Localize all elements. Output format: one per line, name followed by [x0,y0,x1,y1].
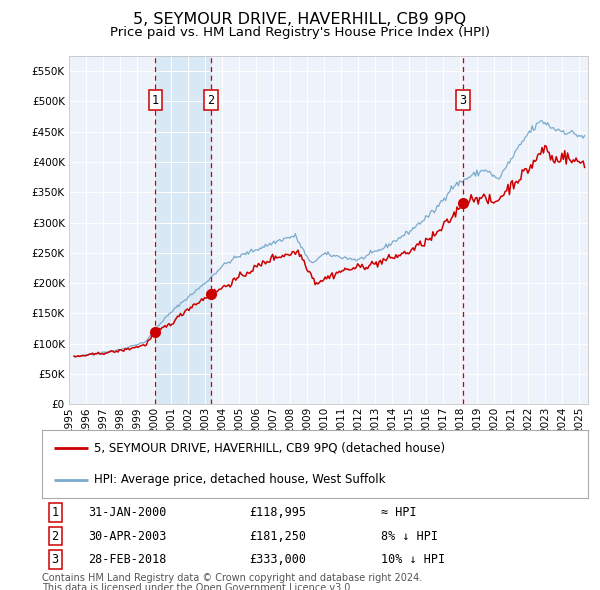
Text: 3: 3 [52,553,59,566]
Text: 31-JAN-2000: 31-JAN-2000 [88,506,167,519]
Text: 2: 2 [207,94,214,107]
Text: HPI: Average price, detached house, West Suffolk: HPI: Average price, detached house, West… [94,473,385,486]
Text: 8% ↓ HPI: 8% ↓ HPI [380,529,437,542]
Text: £181,250: £181,250 [250,529,307,542]
Text: £118,995: £118,995 [250,506,307,519]
Bar [155,56,211,404]
Text: 5, SEYMOUR DRIVE, HAVERHILL, CB9 9PQ (detached house): 5, SEYMOUR DRIVE, HAVERHILL, CB9 9PQ (de… [94,442,445,455]
Text: Price paid vs. HM Land Registry's House Price Index (HPI): Price paid vs. HM Land Registry's House … [110,26,490,39]
Text: 10% ↓ HPI: 10% ↓ HPI [380,553,445,566]
Text: 1: 1 [52,506,59,519]
Text: 28-FEB-2018: 28-FEB-2018 [88,553,167,566]
Text: 3: 3 [460,94,467,107]
Text: 2: 2 [52,529,59,542]
Text: 5, SEYMOUR DRIVE, HAVERHILL, CB9 9PQ: 5, SEYMOUR DRIVE, HAVERHILL, CB9 9PQ [133,12,467,27]
Text: This data is licensed under the Open Government Licence v3.0.: This data is licensed under the Open Gov… [42,583,353,590]
Text: 1: 1 [152,94,159,107]
Text: Contains HM Land Registry data © Crown copyright and database right 2024.: Contains HM Land Registry data © Crown c… [42,573,422,584]
Text: 30-APR-2003: 30-APR-2003 [88,529,167,542]
Text: £333,000: £333,000 [250,553,307,566]
Text: ≈ HPI: ≈ HPI [380,506,416,519]
